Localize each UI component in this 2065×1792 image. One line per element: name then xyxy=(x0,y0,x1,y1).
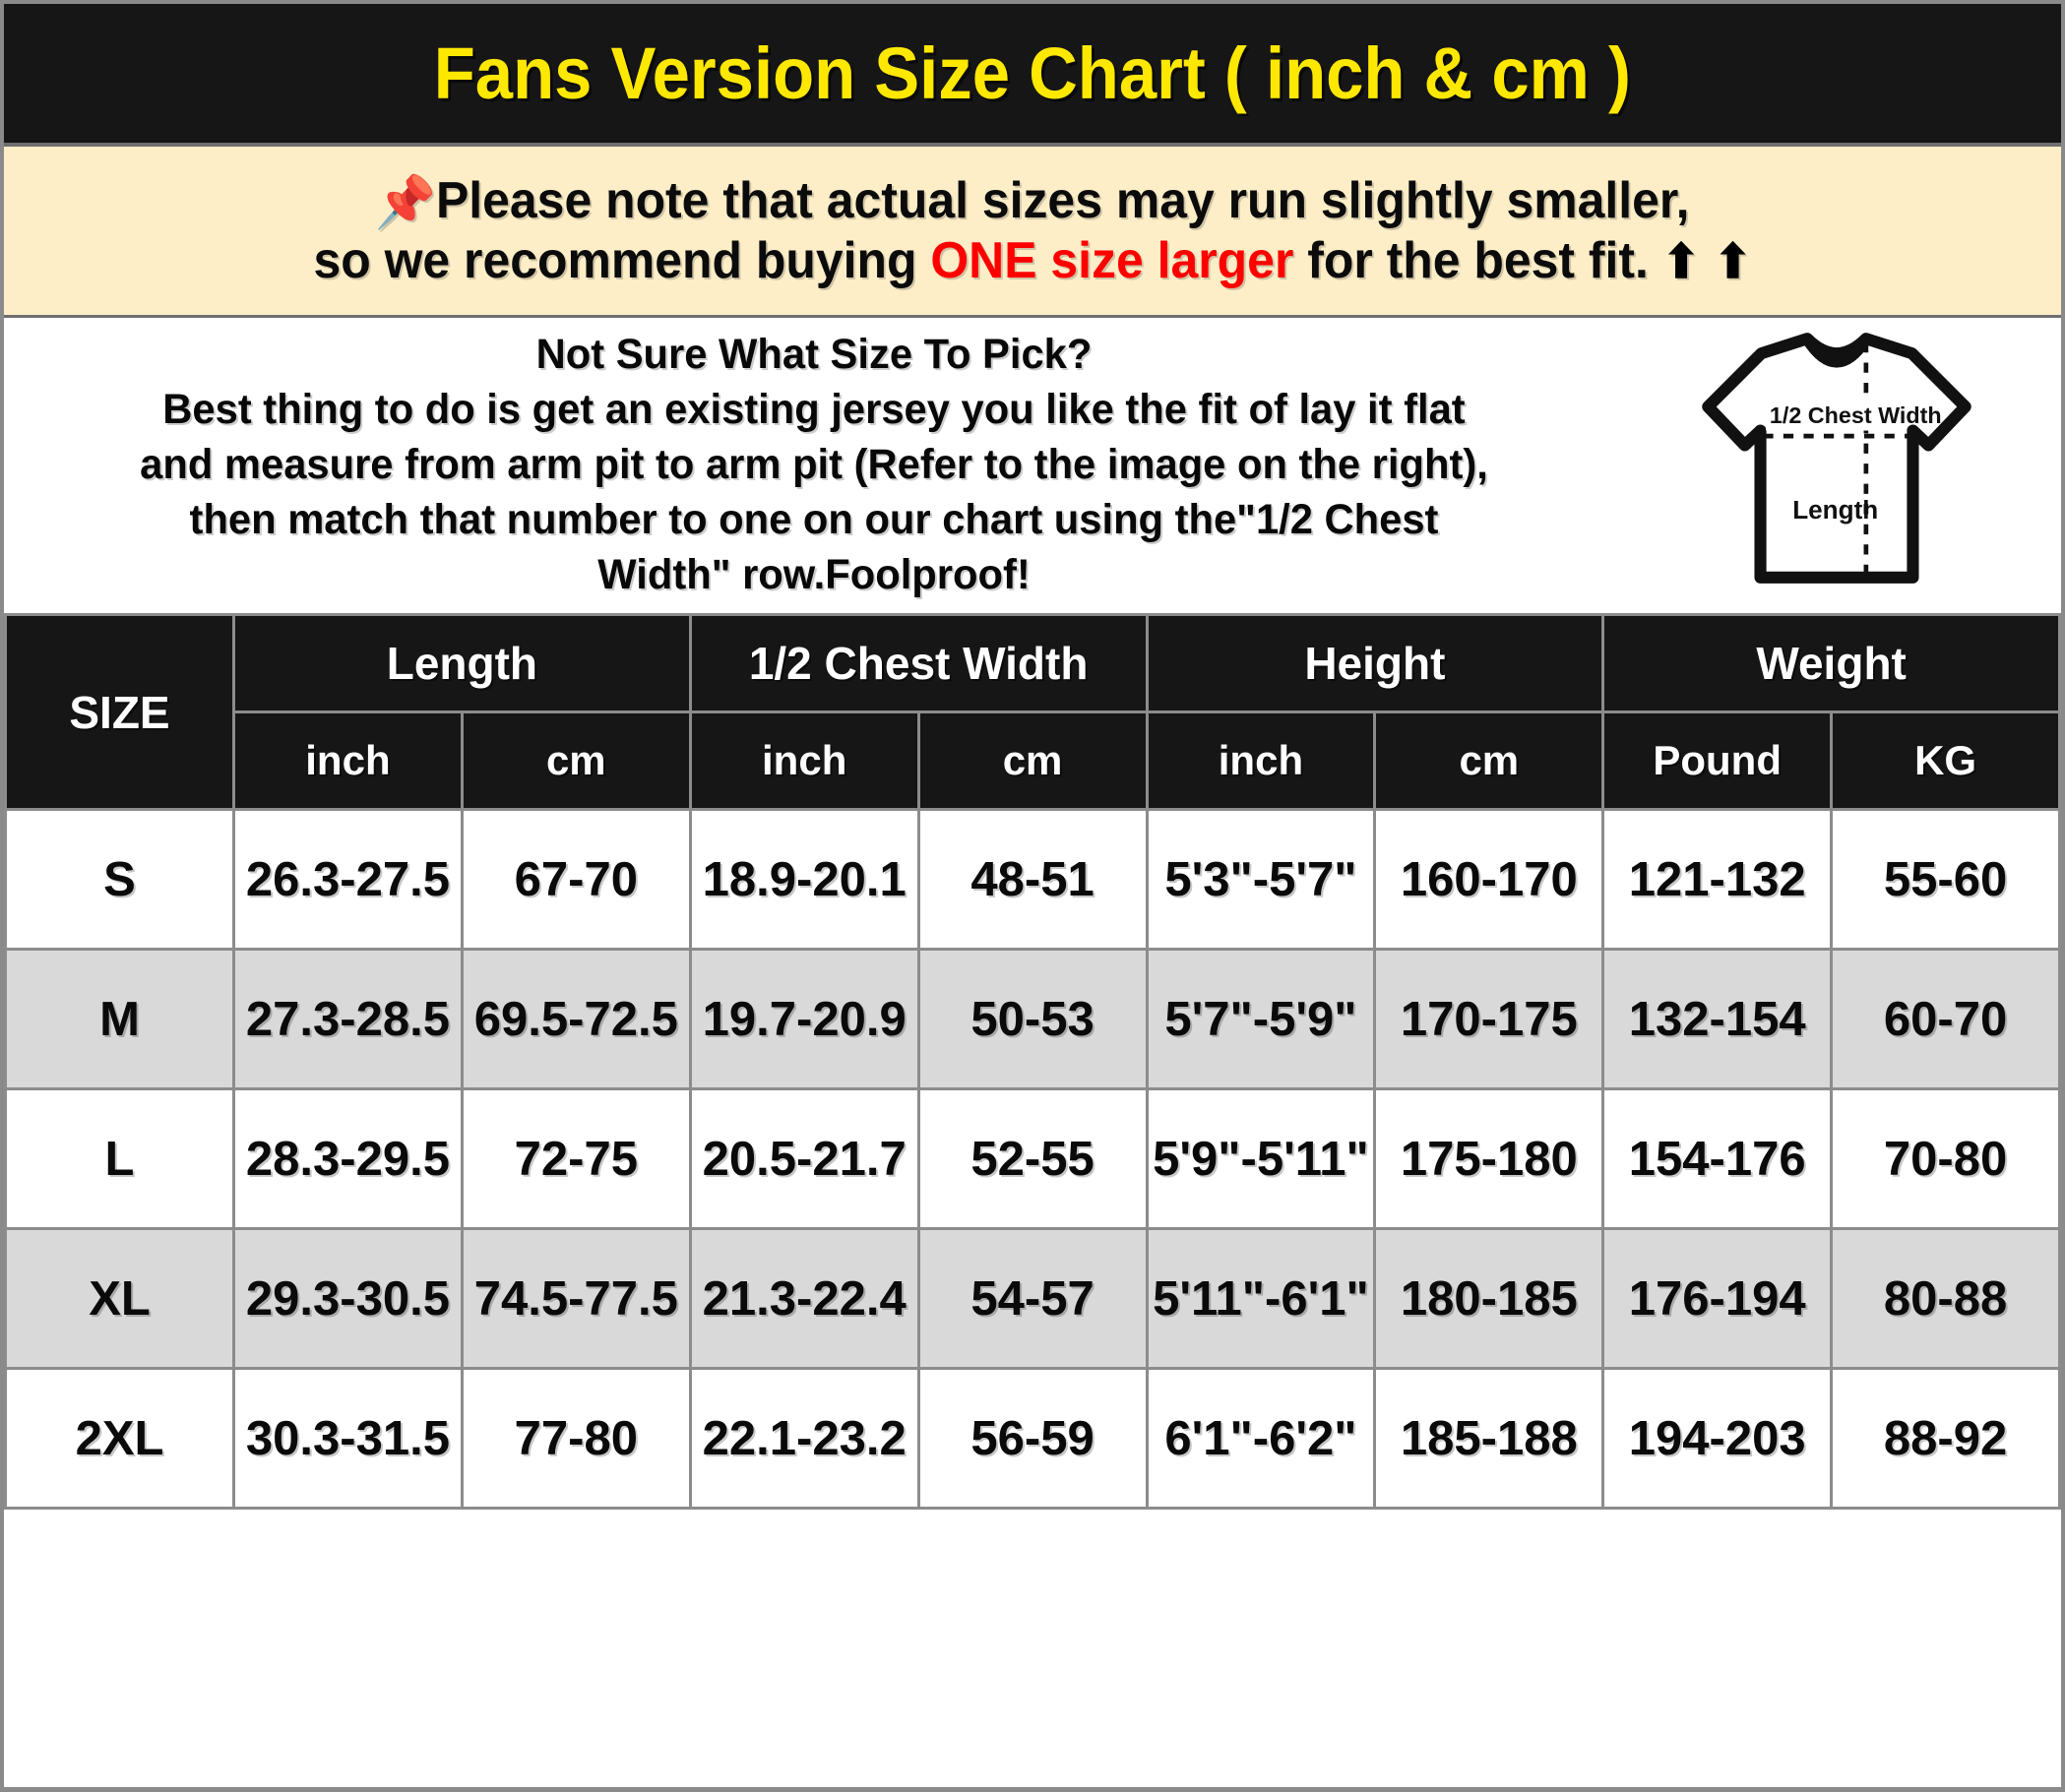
header-group-chest-width: 1/2 Chest Width xyxy=(688,613,1149,713)
cell-weight_lb: 176-194 xyxy=(1601,1227,1834,1370)
cell-length_inch: 30.3-31.5 xyxy=(232,1367,464,1510)
instructions-line-3: then match that number to one on our cha… xyxy=(189,495,1439,543)
table-row: 2XL 30.3-31.5 77-80 22.1-23.2 56-59 6'1"-6'2"… xyxy=(4,1367,2061,1510)
cell-height_cm: 170-175 xyxy=(1373,948,1605,1090)
cell-chest_inch: 21.3-22.4 xyxy=(688,1227,920,1370)
cell-chest_cm: 56-59 xyxy=(916,1367,1149,1510)
cell-length_inch: 28.3-29.5 xyxy=(232,1087,464,1230)
tshirt-collar xyxy=(1802,335,1871,368)
cell-chest_inch: 18.9-20.1 xyxy=(688,808,920,951)
cell-weight_kg: 55-60 xyxy=(1830,808,2061,951)
header-group-weight: Weight xyxy=(1601,613,2061,713)
cell-weight_kg: 70-80 xyxy=(1830,1087,2061,1230)
table-row: XL 29.3-30.5 74.5-77.5 21.3-22.4 54-57 5'11"-… xyxy=(4,1227,2061,1370)
cell-height_inch: 6'1"-6'2" xyxy=(1145,1367,1377,1510)
cell-chest_cm: 48-51 xyxy=(916,808,1149,951)
table-row: M 27.3-28.5 69.5-72.5 19.7-20.9 50-53 5'7"-5'… xyxy=(4,948,2061,1090)
note-line-2-suffix: for the best fit. xyxy=(1293,231,1662,289)
table-row: L 28.3-29.5 72-75 20.5-21.7 52-55 5'9"-5'11" 1… xyxy=(4,1087,2061,1230)
tshirt-icon: 1/2 Chest Width Length xyxy=(1702,333,1971,584)
header-unit-height-cm: cm xyxy=(1373,711,1605,811)
cell-chest_inch: 20.5-21.7 xyxy=(688,1087,920,1230)
cell-length_cm: 77-80 xyxy=(460,1367,692,1510)
cell-height_inch: 5'3"-5'7" xyxy=(1145,808,1377,951)
up-arrow-icon-2: ⬆ xyxy=(1714,235,1752,288)
cell-height_cm: 185-188 xyxy=(1373,1367,1605,1510)
cell-chest_cm: 54-57 xyxy=(916,1227,1149,1370)
note-line-1-text: Please note that actual sizes may run sl… xyxy=(436,172,1690,230)
chest-label-bg xyxy=(1766,399,1869,431)
instructions-text: Not Sure What Size To Pick? Best thing t… xyxy=(18,328,1630,602)
header-group-length: Length xyxy=(232,613,692,713)
cell-size: L xyxy=(4,1087,235,1230)
length-label: Length xyxy=(1792,495,1878,525)
cell-height_cm: 175-180 xyxy=(1373,1087,1605,1230)
table-header-row-units: inch cm inch cm inch cm Pound KG xyxy=(6,711,2061,811)
cell-size: M xyxy=(4,948,235,1090)
tshirt-body-outline xyxy=(1702,333,1971,584)
up-arrow-icon-1: ⬆ xyxy=(1661,235,1701,288)
note-line-1: 📌Please note that actual sizes may run s… xyxy=(375,172,1690,232)
table-header-row-groups: SIZE Length 1/2 Chest Width Height Weigh… xyxy=(4,613,2061,811)
length-label-bg xyxy=(1788,494,1863,526)
header-unit-length-cm: cm xyxy=(460,711,692,811)
cell-height_inch: 5'7"-5'9" xyxy=(1145,948,1377,1090)
cell-weight_kg: 80-88 xyxy=(1830,1227,2061,1370)
header-unit-chest-cm: cm xyxy=(916,711,1149,811)
cell-weight_lb: 132-154 xyxy=(1601,948,1834,1090)
cell-length_cm: 69.5-72.5 xyxy=(460,948,692,1090)
cell-length_inch: 29.3-30.5 xyxy=(232,1227,464,1370)
note-line-2-prefix: so we recommend buying xyxy=(313,231,931,289)
cell-size: 2XL xyxy=(4,1367,235,1510)
tshirt-measurement-diagram: 1/2 Chest Width Length xyxy=(1630,328,2043,603)
cell-chest_inch: 19.7-20.9 xyxy=(688,948,920,1090)
chart-title-bar: Fans Version Size Chart ( inch & cm ) xyxy=(4,0,2061,143)
header-unit-length-inch: inch xyxy=(232,711,464,811)
instructions-section: Not Sure What Size To Pick? Best thing t… xyxy=(4,318,2061,613)
cell-length_cm: 74.5-77.5 xyxy=(460,1227,692,1370)
note-line-2: so we recommend buying ONE size larger f… xyxy=(313,231,1752,289)
cell-height_inch: 5'9"-5'11" xyxy=(1145,1087,1377,1230)
cell-weight_lb: 194-203 xyxy=(1601,1367,1834,1510)
cell-weight_kg: 88-92 xyxy=(1830,1367,2061,1510)
header-unit-weight-pound: Pound xyxy=(1601,711,1834,811)
cell-length_cm: 72-75 xyxy=(460,1087,692,1230)
header-size: SIZE xyxy=(4,613,235,811)
note-highlight: ONE size larger xyxy=(930,231,1294,289)
cell-height_cm: 160-170 xyxy=(1373,808,1605,951)
instructions-line-2: and measure from arm pit to arm pit (Ref… xyxy=(140,441,1488,489)
cell-chest_cm: 52-55 xyxy=(916,1087,1149,1230)
note-banner: 📌Please note that actual sizes may run s… xyxy=(4,143,2061,318)
instructions-heading: Not Sure What Size To Pick? xyxy=(535,331,1093,379)
cell-length_inch: 26.3-27.5 xyxy=(232,808,464,951)
header-unit-weight-kg: KG xyxy=(1830,711,2061,811)
cell-weight_lb: 154-176 xyxy=(1601,1087,1834,1230)
table-row: S 26.3-27.5 67-70 18.9-20.1 48-51 5'3"-5'7" 16… xyxy=(4,808,2061,951)
header-group-height: Height xyxy=(1145,613,1605,713)
table-header: SIZE Length 1/2 Chest Width Height Weigh… xyxy=(4,613,2061,811)
size-chart-table: SIZE Length 1/2 Chest Width Height Weigh… xyxy=(4,613,2061,1510)
cell-weight_lb: 121-132 xyxy=(1601,808,1834,951)
cell-height_cm: 180-185 xyxy=(1373,1227,1605,1370)
header-unit-height-inch: inch xyxy=(1145,711,1377,811)
cell-size: XL xyxy=(4,1227,235,1370)
cell-weight_kg: 60-70 xyxy=(1830,948,2061,1090)
header-unit-chest-inch: inch xyxy=(688,711,920,811)
instructions-line-4: Width" row.Foolproof! xyxy=(597,550,1031,598)
cell-length_inch: 27.3-28.5 xyxy=(232,948,464,1090)
cell-height_inch: 5'11"-6'1" xyxy=(1145,1227,1377,1370)
page-title: Fans Version Size Chart ( inch & cm ) xyxy=(433,32,1632,114)
cell-chest_cm: 50-53 xyxy=(916,948,1149,1090)
chest-width-label: 1/2 Chest Width xyxy=(1770,402,1942,428)
cell-size: S xyxy=(4,808,235,951)
cell-length_cm: 67-70 xyxy=(460,808,692,951)
instructions-line-1: Best thing to do is get an existing jers… xyxy=(162,386,1466,434)
cell-chest_inch: 22.1-23.2 xyxy=(688,1367,920,1510)
pushpin-icon: 📌 xyxy=(375,174,437,232)
table-body: S 26.3-27.5 67-70 18.9-20.1 48-51 5'3"-5'7" 16… xyxy=(4,808,2061,1510)
